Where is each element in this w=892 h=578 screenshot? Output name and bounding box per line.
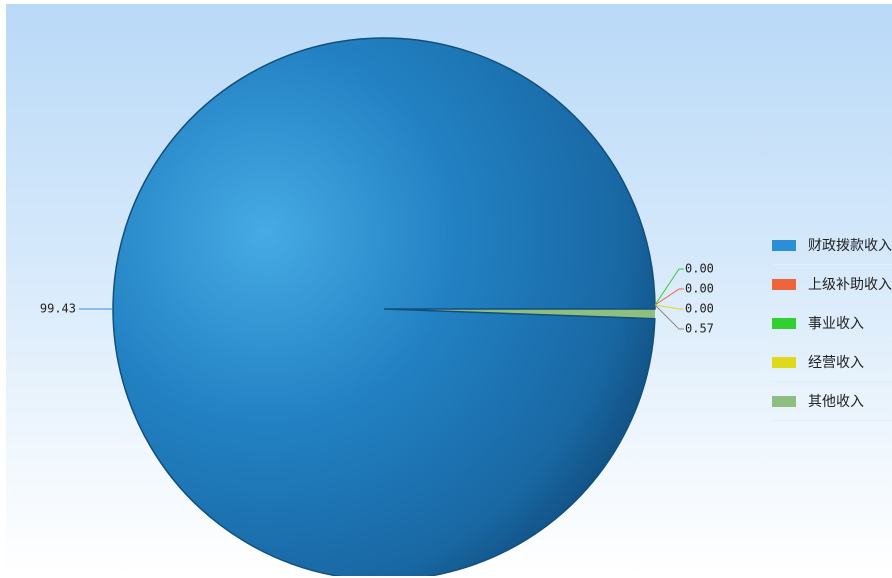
data-label-1: 0.00 <box>685 262 714 276</box>
leader-line-3 <box>654 304 684 310</box>
chart-area: 99.43 0.00 0.00 0.00 0.57 财政拨款收入 上级补助收入 事业收入… <box>6 4 892 576</box>
legend-label-1: 上级补助收入 <box>808 277 892 293</box>
data-label-2: 0.00 <box>685 282 714 296</box>
pie-slice-0[interactable] <box>112 37 656 576</box>
data-labels: 99.43 0.00 0.00 0.00 0.57 <box>40 262 714 336</box>
legend-label-3: 经营收入 <box>808 355 864 371</box>
legend-swatch-2 <box>772 317 796 329</box>
legend-swatch-4 <box>772 395 796 407</box>
legend-swatch-0 <box>772 239 796 251</box>
data-label-3: 0.00 <box>685 302 714 316</box>
legend-item-2[interactable]: 事业收入 <box>772 304 892 343</box>
legend-swatch-3 <box>772 356 796 368</box>
pie-slices <box>112 37 656 576</box>
legend-item-1[interactable]: 上级补助收入 <box>772 265 892 304</box>
legend: 财政拨款收入 上级补助收入 事业收入 经营收入 其他收入 <box>772 226 892 421</box>
legend-item-0[interactable]: 财政拨款收入 <box>772 226 892 265</box>
legend-label-2: 事业收入 <box>808 316 864 332</box>
leader-line-1 <box>654 268 684 306</box>
leader-line-4 <box>654 304 684 330</box>
data-label-4: 0.57 <box>685 322 714 336</box>
legend-label-0: 财政拨款收入 <box>808 238 892 254</box>
data-label-0: 99.43 <box>40 302 76 316</box>
legend-item-4[interactable]: 其他收入 <box>772 382 892 421</box>
legend-item-3[interactable]: 经营收入 <box>772 343 892 382</box>
leader-line-2 <box>654 288 684 306</box>
pie-chart: 99.43 0.00 0.00 0.00 0.57 <box>40 37 714 576</box>
legend-label-4: 其他收入 <box>808 394 864 410</box>
legend-swatch-1 <box>772 278 796 290</box>
leader-lines <box>79 268 684 330</box>
